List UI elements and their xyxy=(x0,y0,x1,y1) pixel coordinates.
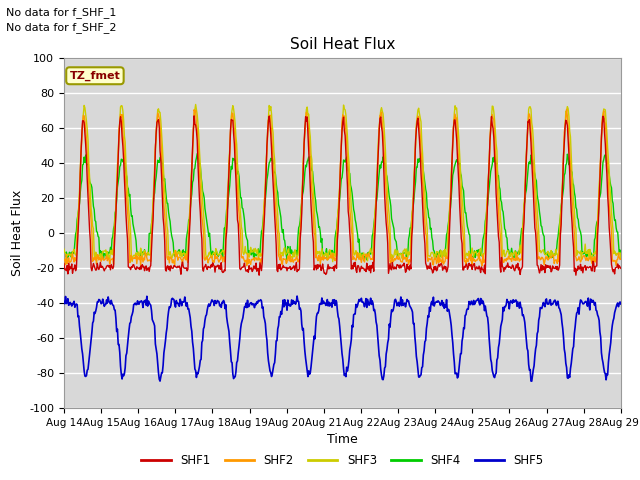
X-axis label: Time: Time xyxy=(327,433,358,446)
Legend: SHF1, SHF2, SHF3, SHF4, SHF5: SHF1, SHF2, SHF3, SHF4, SHF5 xyxy=(136,450,548,472)
Y-axis label: Soil Heat Flux: Soil Heat Flux xyxy=(11,190,24,276)
Text: No data for f_SHF_1: No data for f_SHF_1 xyxy=(6,7,116,18)
Text: TZ_fmet: TZ_fmet xyxy=(70,71,120,81)
Title: Soil Heat Flux: Soil Heat Flux xyxy=(290,37,395,52)
Text: No data for f_SHF_2: No data for f_SHF_2 xyxy=(6,22,117,33)
